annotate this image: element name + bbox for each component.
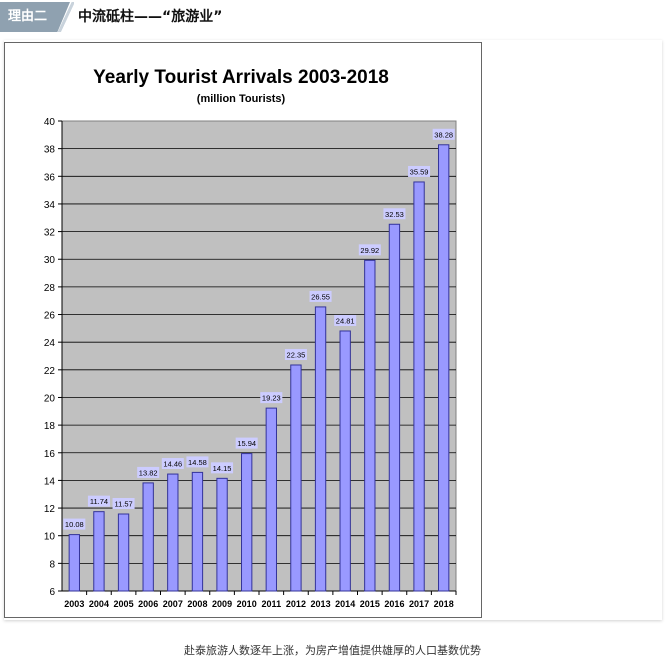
data-label: 38.28 — [434, 130, 453, 139]
x-tick-label: 2014 — [335, 599, 355, 609]
x-tick-label: 2012 — [286, 599, 306, 609]
bar — [413, 181, 425, 592]
y-tick-label: 36 — [44, 172, 56, 183]
data-label-bg — [137, 466, 160, 478]
data-label-bg — [309, 290, 332, 302]
data-label-bg — [334, 314, 357, 326]
x-tick-label: 2005 — [114, 599, 134, 609]
y-tick-label: 14 — [44, 476, 56, 487]
x-tick-label: 2006 — [138, 599, 158, 609]
bar — [167, 473, 179, 592]
y-tick-label: 24 — [44, 338, 56, 349]
data-label: 26.55 — [311, 292, 330, 301]
bar — [438, 144, 450, 592]
section-headline: 中流砥柱——“旅游业” — [78, 9, 223, 25]
x-tick-label: 2013 — [311, 599, 331, 609]
y-tick-label: 22 — [44, 366, 56, 377]
figure-caption: 赴泰旅游人数逐年上涨，为房产增值提供雄厚的人口基数优势 — [184, 644, 481, 657]
data-label: 10.08 — [65, 520, 84, 529]
y-tick-label: 30 — [44, 255, 56, 266]
bar — [290, 364, 302, 592]
y-tick-label: 6 — [49, 587, 55, 598]
section-header: 理由二 中流砥柱——“旅游业” — [0, 0, 665, 34]
plot-area: 6 8 10 12 14 16 18 20 22 24 26 28 30 32 34 36 38 40 10.08 2… — [44, 117, 457, 609]
chart-container: Yearly Tourist Arrivals 2003-2018 (milli… — [4, 42, 482, 618]
bar — [117, 513, 130, 592]
y-tick-label: 38 — [44, 145, 56, 156]
bar — [314, 306, 327, 592]
x-tick-label: 2003 — [64, 599, 84, 609]
tag-slash-decoration — [58, 2, 74, 32]
y-tick-label: 12 — [44, 504, 56, 515]
y-tick-label: 28 — [44, 283, 56, 294]
data-label: 24.81 — [336, 316, 355, 325]
bar — [241, 453, 253, 592]
data-label: 19.23 — [262, 394, 281, 403]
bar — [93, 511, 105, 592]
x-tick-label: 2010 — [237, 599, 257, 609]
data-label-bg — [408, 165, 431, 177]
data-label-bg — [235, 437, 258, 449]
y-tick-label: 20 — [44, 393, 56, 404]
bar — [68, 534, 80, 592]
bar — [388, 223, 401, 592]
data-label: 14.46 — [163, 460, 182, 469]
x-tick-label: 2008 — [187, 599, 207, 609]
data-label: 22.35 — [287, 350, 306, 359]
y-tick-label: 10 — [44, 532, 56, 543]
y-tick-label: 34 — [44, 200, 56, 211]
bar — [216, 477, 228, 592]
x-tick-label: 2017 — [409, 599, 429, 609]
data-label: 32.53 — [385, 210, 404, 219]
data-label-bg — [432, 128, 455, 140]
x-tick-label: 2011 — [262, 599, 282, 609]
data-label-bg — [358, 244, 381, 256]
y-tick-label: 8 — [49, 559, 55, 570]
chart-subtitle: (million Tourists) — [197, 93, 286, 105]
data-label-bg — [112, 498, 135, 510]
tourist-arrivals-chart: Yearly Tourist Arrivals 2003-2018 (milli… — [44, 67, 457, 609]
data-label: 35.59 — [410, 167, 429, 176]
data-label: 14.58 — [188, 458, 207, 467]
data-label-bg — [87, 495, 110, 507]
data-label: 11.57 — [114, 500, 132, 509]
chart-title: Yearly Tourist Arrivals 2003-2018 — [93, 67, 389, 88]
x-tick-label: 2018 — [434, 599, 454, 609]
y-tick-label: 26 — [44, 311, 56, 322]
data-label-bg — [260, 392, 283, 404]
data-label: 15.94 — [237, 439, 256, 448]
data-label: 14.15 — [213, 464, 232, 473]
data-label-bg — [63, 518, 86, 530]
bar — [339, 330, 351, 592]
bar — [142, 482, 154, 592]
y-tick-label: 32 — [44, 228, 56, 239]
x-tick-label: 2007 — [163, 599, 183, 609]
data-label-bg — [383, 208, 406, 220]
data-label-bg — [211, 462, 234, 474]
bar — [191, 471, 204, 592]
data-label-bg — [284, 348, 307, 360]
y-tick-label: 18 — [44, 421, 56, 432]
bar — [265, 407, 277, 592]
data-label-bg — [186, 456, 209, 468]
data-label-bg — [161, 458, 184, 470]
x-tick-label: 2009 — [212, 599, 232, 609]
x-tick-label: 2016 — [384, 599, 404, 609]
y-tick-label: 40 — [44, 117, 56, 128]
x-tick-label: 2004 — [89, 599, 109, 609]
data-label: 29.92 — [360, 246, 379, 255]
data-label: 13.82 — [139, 468, 158, 477]
y-tick-label: 16 — [44, 449, 56, 460]
data-label: 11.74 — [90, 497, 108, 506]
x-tick-label: 2015 — [360, 599, 380, 609]
bar — [364, 259, 376, 592]
